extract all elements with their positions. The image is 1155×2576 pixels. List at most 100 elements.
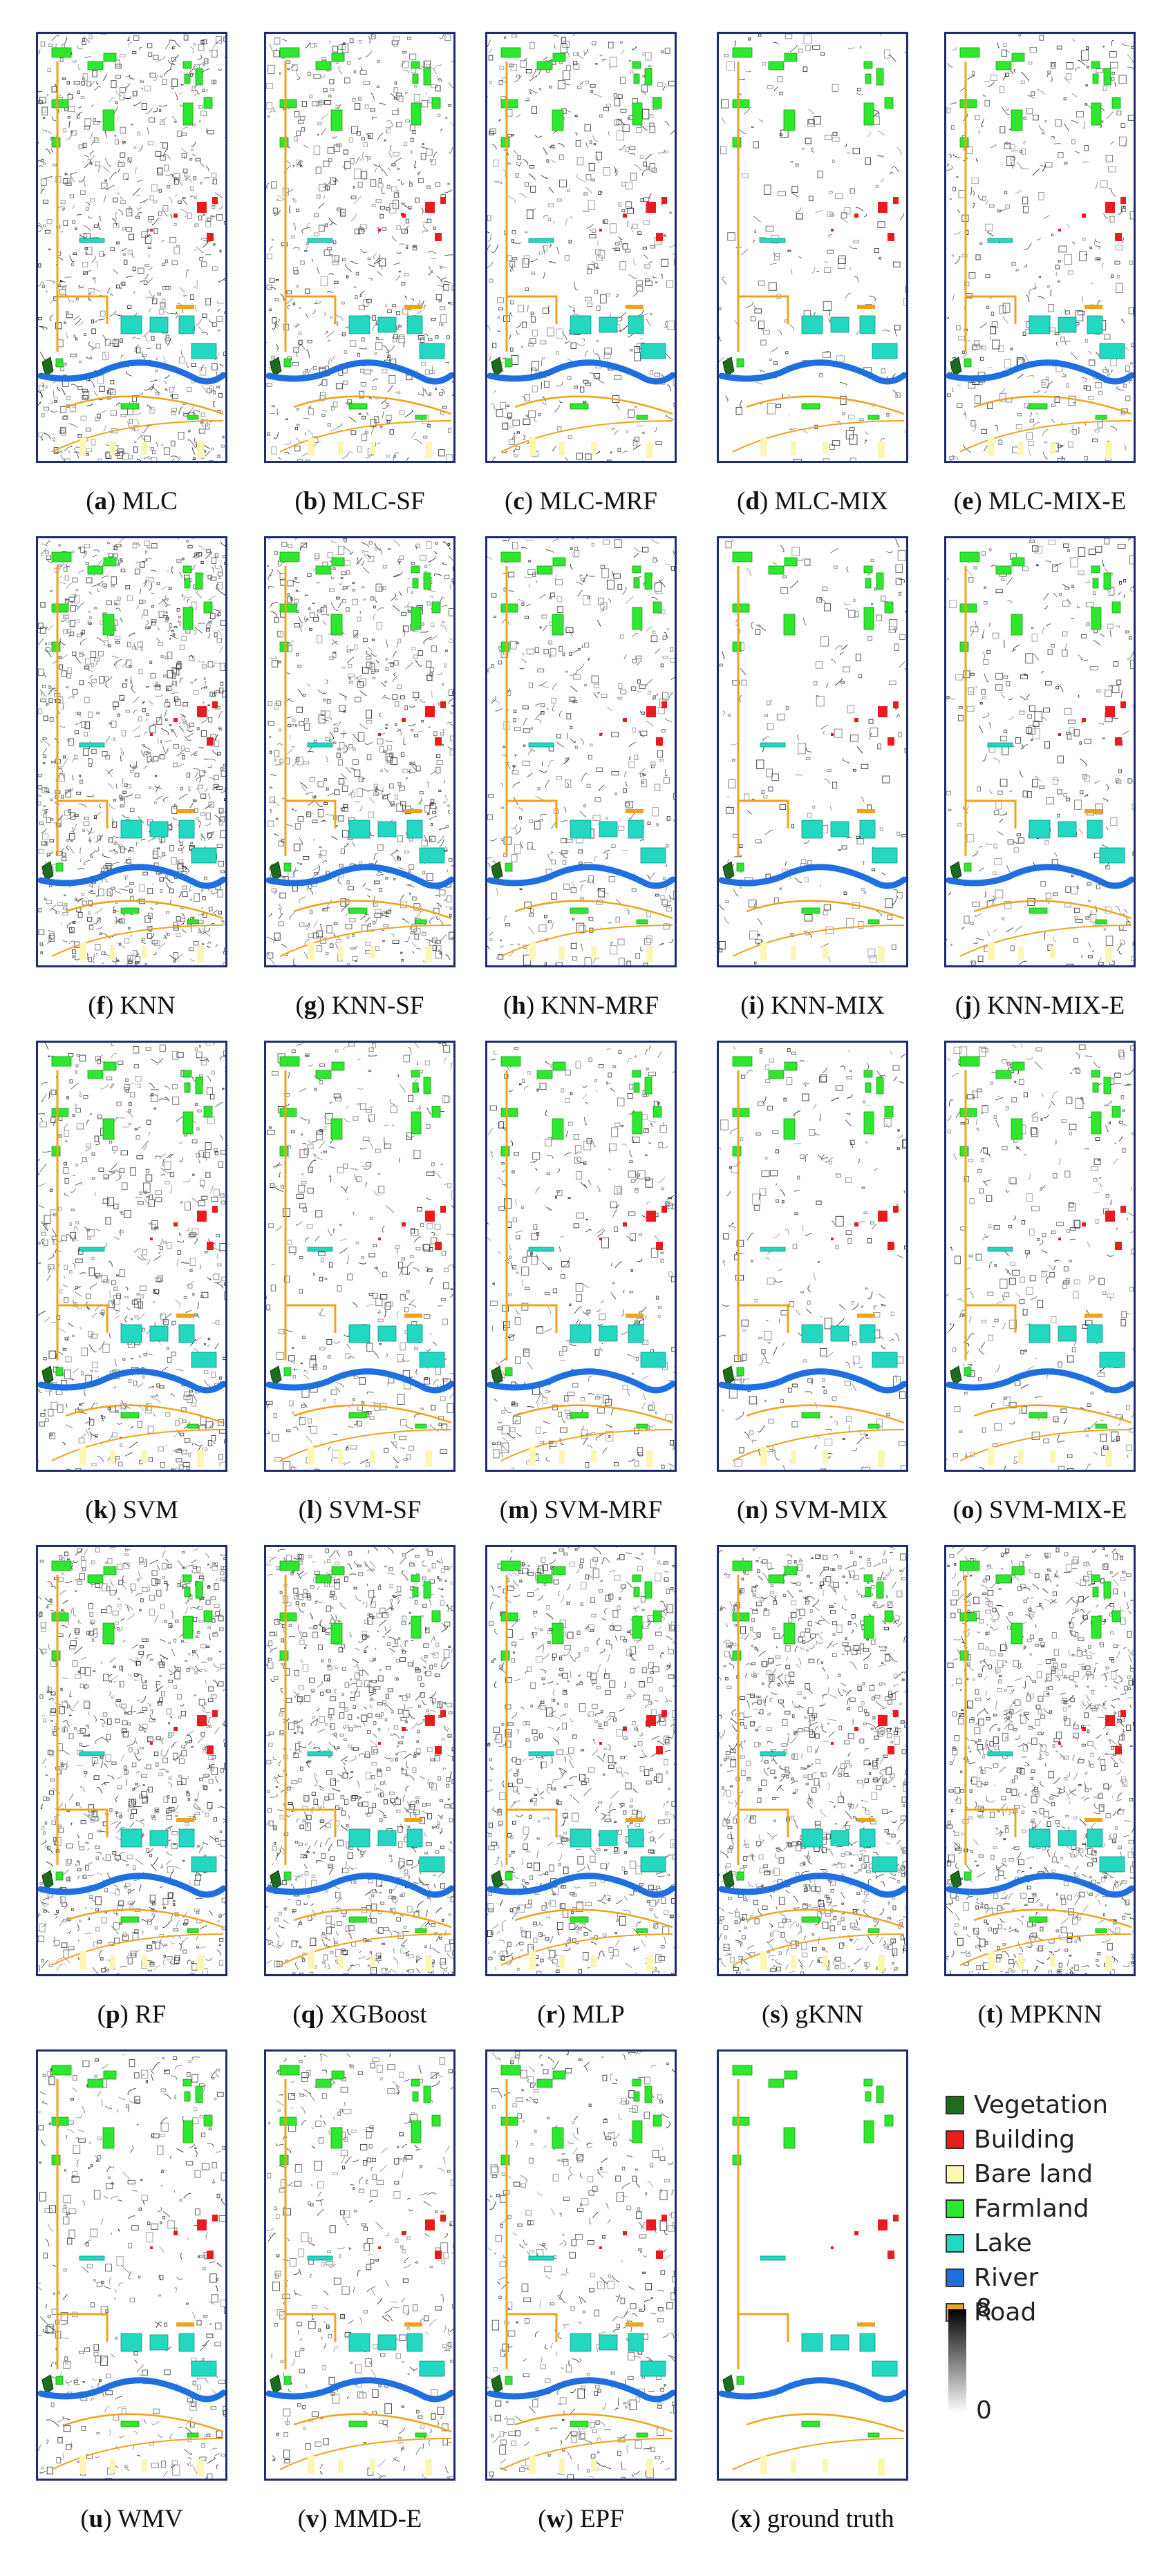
lake-patch (120, 1828, 142, 1848)
farmland-patch (959, 1146, 969, 1157)
farmland-patch (863, 102, 874, 126)
farmland-patch (552, 2070, 566, 2080)
building-patch (893, 1206, 899, 1213)
farmland-patch (330, 2127, 343, 2149)
farmland-patch (1029, 1916, 1048, 1923)
farmland-patch (279, 1146, 289, 1157)
bare-land-patch (79, 943, 86, 960)
bare-land-patch (559, 1450, 565, 1464)
farmland-patch (330, 1622, 343, 1645)
lake-patch (859, 820, 876, 839)
building-patch (435, 233, 442, 241)
farmland-patch (330, 1118, 343, 1140)
farmland-patch (315, 1574, 332, 1584)
farmland-patch (187, 919, 199, 925)
river-line (719, 1873, 906, 1898)
farmland-patch (570, 2421, 589, 2427)
farmland-patch (959, 1612, 977, 1622)
lake-patch (406, 2333, 423, 2352)
lake-patch (377, 1325, 397, 1342)
farmland-patch (51, 47, 72, 58)
farmland-patch (182, 102, 194, 126)
panel-caption-d: (d) MLC-MIX (737, 487, 888, 515)
bare-land-patch (823, 1955, 828, 1967)
lake-patch (178, 1828, 195, 1848)
bare-land-patch (370, 442, 375, 454)
farmland-patch (552, 1622, 564, 1645)
building-patch (623, 214, 627, 218)
farmland-patch (959, 137, 969, 148)
farmland-patch (51, 2116, 69, 2126)
farmland-patch (1091, 102, 1102, 126)
classification-map (38, 538, 225, 965)
panel-caption-j: (j) KNN-MIX-E (955, 992, 1125, 1020)
lake-patch (528, 1247, 554, 1252)
farmland-patch (1095, 1928, 1107, 1933)
bare-land-patch (370, 946, 375, 958)
farmland-patch (423, 68, 431, 86)
legend-swatch (946, 2164, 964, 2184)
building-patch (1120, 1206, 1126, 1213)
panel-letter: g (303, 992, 317, 1020)
farmland-patch (182, 1616, 194, 1639)
farmland-patch (536, 61, 553, 70)
building-patch (893, 701, 899, 708)
legend-label: River (974, 2263, 1039, 2292)
farmland-patch (863, 565, 873, 574)
farmland-patch (412, 1587, 419, 1598)
farmland-patch (331, 1566, 345, 1575)
building-patch (1105, 706, 1115, 717)
road-line (57, 1808, 109, 1837)
bare-land-patch (308, 1447, 314, 1465)
road-line (500, 1933, 673, 1966)
road-line (626, 2322, 644, 2327)
vegetation-patch (41, 2374, 54, 2394)
classification-map (719, 2065, 906, 2476)
building-patch (378, 1742, 381, 1745)
lake-patch (830, 1325, 849, 1342)
bare-land-patch (338, 1955, 344, 1969)
farmland-patch (863, 2078, 873, 2087)
road-line (404, 305, 422, 309)
panel-method-name: KNN-MIX-E (986, 992, 1125, 1020)
panel-letter: s (770, 2000, 780, 2029)
farmland-patch (1029, 1412, 1048, 1419)
bare-land-patch (791, 1955, 796, 1969)
legend-item-building: Building (946, 2124, 1075, 2154)
legend-item-river: River (946, 2262, 1038, 2293)
panel-method-name: MMD-E (333, 2505, 422, 2533)
farmland-patch (570, 403, 589, 410)
farmland-patch (801, 907, 820, 914)
bare-land-patch (308, 943, 314, 960)
lake-patch (419, 1856, 445, 1873)
farmland-patch (768, 565, 785, 575)
lake-patch (120, 1324, 142, 1343)
building-patch (646, 1211, 656, 1222)
building-patch (1120, 197, 1126, 204)
farmland-patch (55, 358, 64, 368)
river-line (946, 359, 1134, 385)
boundary-noise (719, 1547, 906, 1974)
farmland-patch (552, 1566, 566, 1575)
farmland-patch (995, 565, 1012, 575)
farmland-patch (423, 572, 431, 590)
farmland-patch (865, 2091, 872, 2102)
bare-land-patch (197, 1450, 204, 1467)
farmland-patch (644, 2085, 652, 2103)
panel-method-name: EPF (579, 2505, 624, 2533)
vegetation-patch (491, 1365, 503, 1385)
bare-land-patch (529, 1447, 536, 1465)
farmland-patch (552, 53, 566, 62)
road-line (514, 1909, 673, 1929)
lake-patch (801, 1828, 823, 1848)
lake-patch (406, 1828, 423, 1848)
farmland-patch (1011, 1622, 1023, 1645)
bare-land-patch (646, 442, 653, 458)
panel-method-name: ground truth (767, 2505, 894, 2533)
farmland-patch (964, 862, 972, 872)
map-panel-t (944, 1545, 1136, 1976)
river-line (946, 1873, 1134, 1898)
vegetation-patch (41, 1365, 54, 1385)
building-patch (425, 2219, 435, 2231)
farmland-patch (959, 1560, 980, 1571)
